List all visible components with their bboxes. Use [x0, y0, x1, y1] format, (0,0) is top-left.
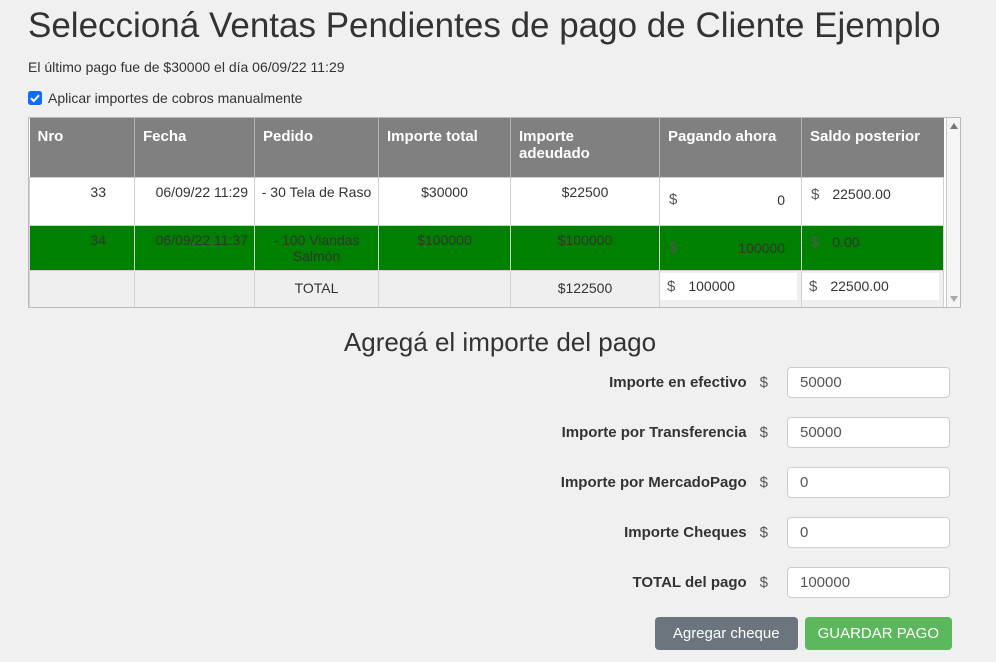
- form-row-total: TOTAL del pago $: [28, 567, 950, 599]
- total-pagando-ahora-cell: $: [659, 269, 802, 308]
- manual-amounts-checkbox-label: Aplicar importes de cobros manualmente: [48, 90, 303, 107]
- transfer-amount-input[interactable]: [787, 417, 950, 449]
- column-header-label: Fecha: [143, 128, 187, 146]
- cell-pedido: - 30 Tela de Raso: [254, 176, 379, 226]
- total-payment-label: TOTAL del pago: [632, 574, 747, 592]
- agregar-cheque-button[interactable]: Agregar cheque: [654, 617, 798, 651]
- payment-section-title: Agregá el importe del pago: [343, 327, 657, 358]
- column-header-label: Pedido: [263, 128, 314, 146]
- currency-symbol: $: [809, 277, 818, 295]
- column-header-label: Pagando ahora: [668, 128, 777, 146]
- column-header-pedido: Pedido: [254, 118, 379, 178]
- currency-symbol: $: [759, 374, 768, 392]
- column-header-fecha: Fecha: [134, 118, 255, 178]
- currency-symbol: $: [669, 239, 678, 257]
- mercadopago-amount-input[interactable]: [787, 467, 950, 499]
- total-payment-input[interactable]: [787, 567, 950, 599]
- form-row-transferencia: Importe por Transferencia $: [28, 417, 950, 449]
- mercadopago-amount-label: Importe por MercadoPago: [560, 474, 747, 492]
- cell-pedido: - 100 Viandas Salmón: [254, 224, 379, 271]
- form-row-mercadopago: Importe por MercadoPago $: [28, 467, 950, 499]
- cell-saldo-posterior: $ 22500.00: [801, 176, 944, 226]
- table-row-34-selected[interactable]: 34 06/09/22 11:37 - 100 Viandas Salmón $…: [29, 224, 944, 271]
- currency-symbol: $: [759, 474, 768, 492]
- currency-symbol: $: [667, 277, 676, 295]
- transfer-amount-label: Importe por Transferencia: [561, 424, 747, 442]
- cell-importe-total: $30000: [378, 176, 511, 226]
- cell-nro: 33: [29, 176, 135, 226]
- form-row-efectivo: Importe en efectivo $: [28, 367, 950, 399]
- column-header-label: Importe total: [387, 128, 478, 146]
- total-label: TOTAL: [254, 269, 379, 308]
- cheques-amount-label: Importe Cheques: [624, 524, 747, 542]
- cell-importe-adeudado: $22500: [510, 176, 660, 226]
- column-header-importe-adeudado: Importe adeudado: [510, 118, 660, 178]
- column-header-label: Importe adeudado: [519, 128, 590, 163]
- cash-amount-label: Importe en efectivo: [609, 374, 747, 392]
- column-header-label: Nro: [37, 128, 64, 146]
- table-row-33[interactable]: 33 06/09/22 11:29 - 30 Tela de Raso $300…: [29, 176, 944, 226]
- total-pagando-ahora-input[interactable]: [675, 278, 793, 295]
- scroll-up-icon[interactable]: [949, 123, 958, 130]
- pending-sales-table-container: Nro Fecha Pedido Importe total Importe a…: [28, 117, 961, 309]
- total-saldo-posterior-value: 22500.00: [830, 278, 889, 295]
- cell-importe-total: $100000: [378, 224, 511, 271]
- cheques-amount-input[interactable]: [787, 517, 950, 549]
- table-scrollbar[interactable]: [946, 118, 960, 308]
- manual-amounts-checkbox-row[interactable]: Aplicar importes de cobros manualmente: [28, 90, 996, 106]
- currency-symbol: $: [811, 185, 820, 203]
- currency-symbol: $: [759, 424, 768, 442]
- checkbox-checked-icon[interactable]: [28, 91, 42, 106]
- saldo-posterior-value: 0.00: [832, 234, 860, 251]
- pagando-ahora-input[interactable]: [677, 233, 795, 262]
- currency-symbol: $: [669, 191, 678, 209]
- cell-empty: [29, 269, 135, 308]
- currency-symbol: $: [759, 524, 768, 542]
- saldo-posterior-value: 22500.00: [832, 186, 891, 203]
- cell-fecha: 06/09/22 11:29: [134, 176, 255, 226]
- pending-sales-table: Nro Fecha Pedido Importe total Importe a…: [29, 118, 944, 308]
- pagando-ahora-input[interactable]: [677, 185, 795, 214]
- cell-empty: [134, 269, 255, 308]
- cash-amount-input[interactable]: [787, 367, 950, 399]
- cell-empty: [378, 269, 511, 308]
- currency-symbol: $: [811, 233, 820, 251]
- cell-importe-adeudado: $100000: [510, 224, 660, 271]
- scroll-down-icon[interactable]: [949, 296, 958, 303]
- guardar-pago-button[interactable]: GUARDAR PAGO: [804, 617, 952, 651]
- column-header-pagando-ahora: Pagando ahora: [659, 118, 802, 178]
- total-importe-adeudado: $122500: [510, 269, 660, 308]
- cell-fecha: 06/09/22 11:37: [134, 224, 255, 271]
- table-header-row: Nro Fecha Pedido Importe total Importe a…: [29, 118, 944, 178]
- page-title: Seleccioná Ventas Pendientes de pago de …: [28, 6, 941, 45]
- column-header-label: Saldo posterior: [810, 128, 921, 146]
- table-total-row: TOTAL $122500 $ $ 22500.00: [29, 269, 944, 308]
- column-header-nro: Nro: [29, 118, 135, 178]
- column-header-importe-total: Importe total: [378, 118, 511, 178]
- cell-pagando-ahora: $: [659, 224, 802, 271]
- form-buttons-row: Agregar cheque GUARDAR PAGO: [28, 617, 952, 651]
- form-row-cheques: Importe Cheques $: [28, 517, 950, 549]
- column-header-saldo-posterior: Saldo posterior: [801, 118, 944, 178]
- last-payment-text: El último pago fue de $30000 el día 06/0…: [28, 59, 345, 76]
- cell-nro: 34: [29, 224, 135, 271]
- cell-saldo-posterior: $ 0.00: [801, 224, 944, 271]
- payment-form: Importe en efectivo $ Importe por Transf…: [28, 367, 996, 651]
- total-saldo-posterior-cell: $ 22500.00: [801, 269, 944, 308]
- currency-symbol: $: [759, 574, 768, 592]
- cell-pagando-ahora: $: [659, 176, 802, 226]
